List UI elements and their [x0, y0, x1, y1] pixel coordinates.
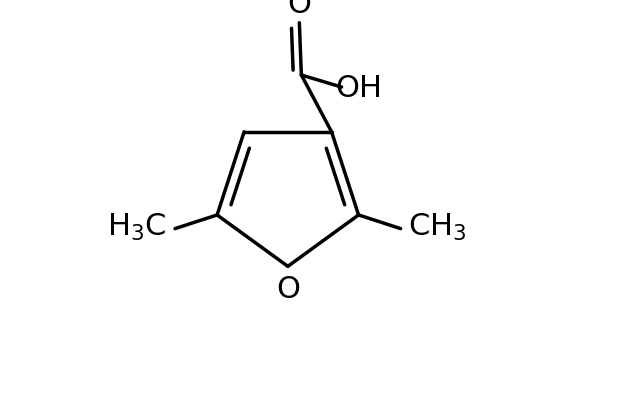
Text: OH: OH [335, 73, 382, 102]
Text: O: O [287, 0, 311, 19]
Text: $\mathsf{CH_3}$: $\mathsf{CH_3}$ [408, 211, 466, 243]
Text: $\mathsf{H_3C}$: $\mathsf{H_3C}$ [107, 211, 166, 243]
Text: O: O [276, 274, 300, 303]
